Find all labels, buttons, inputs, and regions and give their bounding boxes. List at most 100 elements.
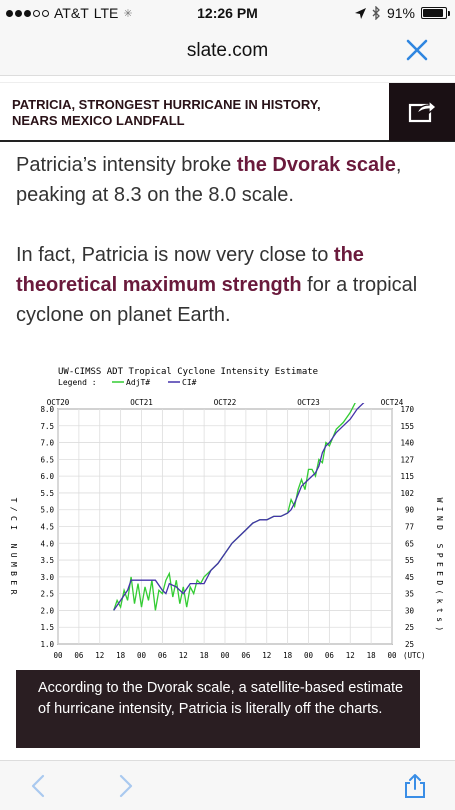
- date-label: OCT21: [130, 398, 153, 407]
- y2-axis-label-char: (: [435, 590, 444, 595]
- max-strength-link[interactable]: the theoretical maximum strength: [16, 244, 364, 296]
- y2-axis-label-char: E: [435, 562, 444, 567]
- share-sheet-icon[interactable]: [402, 773, 428, 799]
- x-tick-label: 18: [200, 651, 210, 660]
- y2-axis-label-char: E: [435, 571, 444, 576]
- paragraph-text: , peaking at 8.3 on the 8.0 scale.: [16, 154, 402, 206]
- article-title: PATRICIA, STRONGEST HURRICANE IN HISTORY…: [12, 97, 372, 129]
- forward-icon[interactable]: [112, 773, 138, 799]
- chart-caption: According to the Dvorak scale, a satelli…: [16, 670, 420, 748]
- article-title-line-2: NEARS MEXICO LANDFALL: [12, 113, 185, 128]
- x-tick-label: 12: [95, 651, 104, 660]
- paragraph-text: for a tropical cyclone on planet Earth.: [16, 274, 418, 326]
- share-button[interactable]: [389, 83, 455, 141]
- y-tick-label: 8.0: [40, 405, 54, 414]
- legend-adjt-name: AdjT#: [126, 378, 150, 387]
- y2-tick-label: 35: [405, 590, 414, 599]
- x-tick-label: 00: [304, 651, 314, 660]
- y-axis-label-char: I: [9, 525, 18, 530]
- x-tick-label: 06: [74, 651, 84, 660]
- paragraph-text: In fact, Patricia is now very close to: [16, 244, 334, 266]
- y-axis-label-char: N: [9, 544, 18, 549]
- y2-tick-label: 45: [405, 573, 414, 582]
- dvorak-scale-link[interactable]: the Dvorak scale: [236, 154, 396, 176]
- status-left: AT&T LTE ✳: [6, 5, 133, 21]
- x-tick-label: 18: [283, 651, 293, 660]
- article-header: PATRICIA, STRONGEST HURRICANE IN HISTORY…: [0, 82, 455, 142]
- x-tick-label: 12: [179, 651, 188, 660]
- x-tick-label: 12: [262, 651, 271, 660]
- y2-tick-label: 140: [400, 439, 414, 448]
- y2-axis-label-char: I: [435, 507, 444, 512]
- close-icon[interactable]: [405, 38, 429, 62]
- status-time: 12:26 PM: [197, 5, 258, 21]
- y-tick-label: 4.5: [40, 523, 54, 532]
- x-tick-label: 00: [53, 651, 63, 660]
- y-tick-label: 1.0: [40, 640, 54, 649]
- signal-strength-icon: [6, 9, 49, 17]
- y-axis-label-char: M: [9, 562, 18, 567]
- paragraph-max-strength: In fact, Patricia is now very close to t…: [16, 240, 446, 330]
- y2-tick-label: 90: [405, 506, 415, 515]
- y-axis-label-char: E: [9, 580, 18, 585]
- y-tick-label: 4.0: [40, 539, 54, 548]
- y2-tick-label: 25: [405, 623, 414, 632]
- y-tick-label: 2.0: [40, 606, 54, 615]
- paragraph-dvorak: Patricia’s intensity broke the Dvorak sc…: [16, 150, 446, 210]
- legend-label: Legend :: [58, 378, 97, 387]
- y-tick-label: 7.0: [40, 439, 54, 448]
- network-type: LTE: [93, 5, 119, 21]
- intensity-chart: UW-CIMSS ADT Tropical Cyclone Intensity …: [0, 352, 455, 670]
- x-tick-label: 12: [346, 651, 355, 660]
- y-tick-label: 6.5: [40, 455, 54, 464]
- legend-ci-name: CI#: [182, 378, 197, 387]
- y2-tick-label: 102: [400, 489, 414, 498]
- x-tick-label: 06: [325, 651, 335, 660]
- y-axis-label-char: T: [9, 498, 18, 503]
- y2-tick-label: 55: [405, 556, 414, 565]
- y2-axis-label-char: t: [435, 608, 444, 613]
- y-tick-label: 5.5: [40, 489, 54, 498]
- date-label: OCT20: [47, 398, 70, 407]
- y2-axis-label-char: k: [435, 599, 444, 604]
- series-line-ci: [113, 403, 365, 611]
- intensity-chart-svg: UW-CIMSS ADT Tropical Cyclone Intensity …: [0, 352, 455, 670]
- y2-tick-label: 30: [405, 606, 415, 615]
- y2-axis-label-char: ): [435, 626, 444, 631]
- y-tick-label: 1.5: [40, 623, 54, 632]
- y-tick-label: 3.5: [40, 556, 54, 565]
- y2-tick-label: 115: [400, 472, 414, 481]
- x-tick-label: 18: [116, 651, 126, 660]
- browser-url-bar: slate.com: [0, 26, 455, 76]
- x-axis-unit: (UTC): [403, 651, 426, 660]
- y2-axis-label-char: W: [435, 498, 444, 503]
- article-title-line-1: PATRICIA, STRONGEST HURRICANE IN HISTORY…: [12, 97, 321, 112]
- back-icon[interactable]: [26, 773, 52, 799]
- bluetooth-icon: [372, 6, 380, 20]
- battery-icon: [421, 7, 450, 19]
- url-text[interactable]: slate.com: [186, 40, 269, 61]
- y2-tick-label: 77: [405, 523, 414, 532]
- y2-tick-label: 25: [405, 640, 414, 649]
- status-right: 91%: [354, 5, 450, 21]
- status-bar: AT&T LTE ✳ 12:26 PM 91%: [0, 0, 455, 26]
- y-tick-label: 6.0: [40, 472, 54, 481]
- y-tick-label: 5.0: [40, 506, 54, 515]
- chart-background: [0, 352, 455, 670]
- y-axis-label-char: C: [9, 516, 18, 521]
- y2-axis-label-char: P: [435, 553, 444, 558]
- carrier-name: AT&T: [54, 5, 89, 21]
- y2-axis-label-char: N: [435, 516, 444, 521]
- x-tick-label: 00: [220, 651, 230, 660]
- date-label: OCT23: [297, 398, 320, 407]
- battery-percent: 91%: [386, 5, 415, 21]
- y-axis-label-char: B: [9, 571, 18, 576]
- y2-axis-label-char: S: [435, 544, 444, 549]
- x-tick-label: 00: [137, 651, 147, 660]
- share-icon: [408, 99, 437, 123]
- y2-tick-label: 65: [405, 539, 414, 548]
- x-tick-label: 18: [367, 651, 377, 660]
- y2-tick-label: 170: [400, 405, 414, 414]
- date-label: OCT22: [214, 398, 237, 407]
- y2-tick-label: 127: [400, 455, 414, 464]
